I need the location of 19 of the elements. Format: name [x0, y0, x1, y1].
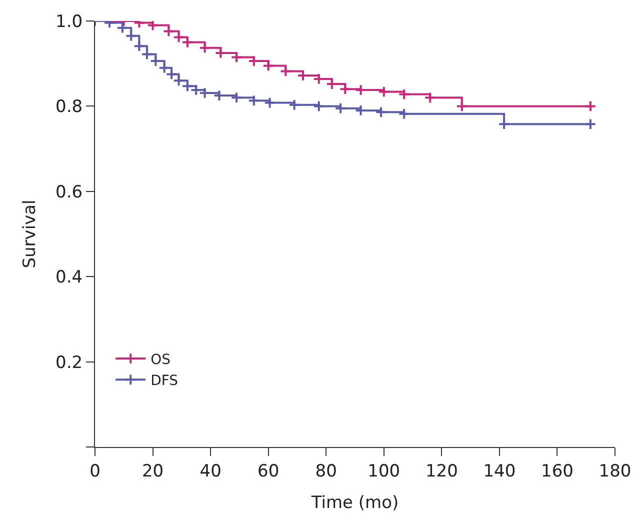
y-tick-label: 0.8	[56, 97, 83, 118]
y-tick-label: 1.0	[56, 12, 83, 32]
x-tick-label: 40	[200, 461, 222, 482]
x-tick-label: 180	[598, 461, 632, 482]
x-tick-label: 160	[540, 461, 574, 482]
x-tick-label: 120	[425, 461, 458, 482]
x-tick-label: 60	[258, 461, 280, 482]
x-axis-title: Time (mo)	[310, 492, 399, 513]
legend-label: OS	[150, 352, 171, 368]
y-tick-label: 0.6	[56, 182, 83, 202]
x-tick-label: 0	[90, 461, 100, 482]
x-tick-label: 80	[315, 461, 337, 482]
legend-label: DFS	[150, 373, 178, 390]
x-tick-label: 100	[368, 461, 400, 482]
x-tick-label: 20	[142, 461, 164, 482]
x-tick-label: 140	[483, 461, 516, 482]
y-tick-label: 0.4	[56, 268, 83, 288]
y-tick-label: 0.2	[56, 352, 83, 373]
y-axis-title: Survival	[20, 200, 40, 268]
